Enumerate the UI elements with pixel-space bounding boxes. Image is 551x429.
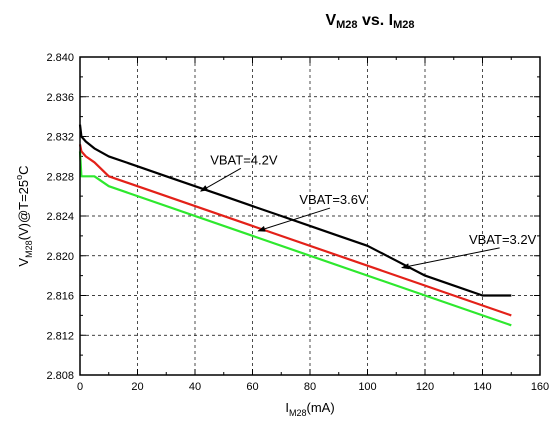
annotation-label: VBAT=3.6V <box>299 192 367 207</box>
plot-frame <box>79 56 541 376</box>
x-tick-label: 140 <box>473 381 491 393</box>
x-tick-label: 160 <box>531 381 549 393</box>
xlabel-main: I <box>285 400 289 415</box>
annotation-arrow <box>401 247 500 270</box>
title-sub2: M28 <box>393 19 414 31</box>
title-sub: M28 <box>336 19 357 31</box>
y-tick-label: 2.840 <box>46 52 74 64</box>
xlabel-rest: (mA) <box>306 400 334 415</box>
chart-title: VM28 vs. IM28 <box>325 12 414 31</box>
y-tick-label: 2.828 <box>46 171 74 183</box>
xlabel-sub: M28 <box>289 408 307 418</box>
series <box>78 124 512 327</box>
x-tick-label: 100 <box>358 381 376 393</box>
y-axis-label: VM28(V)@T=25oC <box>14 165 34 266</box>
x-tick-label: 80 <box>304 381 316 393</box>
ylabel-sub: M28 <box>24 240 34 258</box>
ylabel-main: V <box>16 258 31 267</box>
annotation-arrow <box>257 207 331 232</box>
series-line-1 <box>78 124 512 297</box>
annotation-arrow <box>199 167 242 192</box>
annotations: VBAT=4.2V VBAT=3.6V VBAT=3.2V <box>199 152 537 270</box>
title-main: V <box>325 12 336 29</box>
series-line-2 <box>78 144 512 317</box>
y-tick-label: 2.808 <box>46 370 74 382</box>
annotation-label: VBAT=4.2V <box>210 152 278 167</box>
ticks: 0 20 40 60 80 100 120 140 160 2.808 2.812 2.816 2.82… <box>46 52 549 393</box>
x-tick-label: 40 <box>189 381 201 393</box>
y-tick-label: 2.816 <box>46 291 74 303</box>
ylabel-tail: C <box>16 165 31 174</box>
x-tick-label: 0 <box>77 381 83 393</box>
y-tick-label: 2.824 <box>46 211 74 223</box>
ylabel-deg: o <box>14 175 24 180</box>
grid <box>80 57 540 375</box>
ylabel-rest: (V)@T=25 <box>16 180 31 241</box>
y-tick-label: 2.812 <box>46 330 74 342</box>
x-axis-label: IM28(mA) <box>285 400 334 418</box>
y-tick-label: 2.820 <box>46 251 74 263</box>
y-tick-label: 2.832 <box>46 132 74 144</box>
x-tick-label: 60 <box>246 381 258 393</box>
annotation-label: VBAT=3.2V <box>469 232 537 247</box>
x-tick-label: 120 <box>416 381 434 393</box>
y-tick-label: 2.836 <box>46 92 74 104</box>
series-line-3 <box>78 151 512 327</box>
title-mid: vs. I <box>358 12 394 29</box>
x-tick-label: 20 <box>131 381 143 393</box>
